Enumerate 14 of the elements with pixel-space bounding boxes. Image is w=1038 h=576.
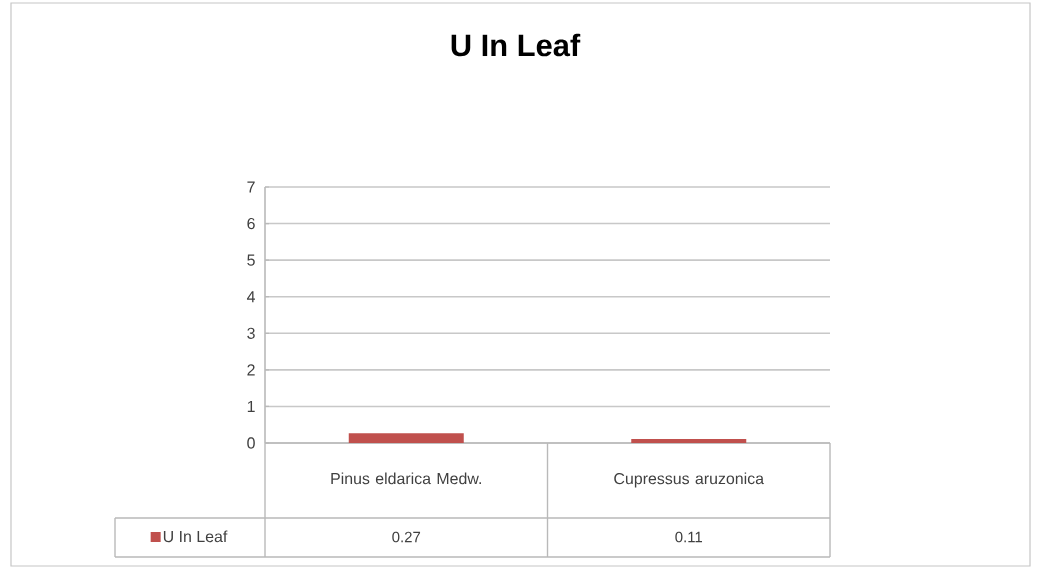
chart-title: U In Leaf	[451, 33, 581, 57]
x-tick-label: Cupressus aruzonica	[614, 472, 765, 488]
data-label: 0.11	[675, 531, 703, 543]
x-tick-label: Pinus eldarica Medw.	[331, 472, 481, 485]
y-tick-label: 1	[247, 400, 255, 412]
y-tick-label: 7	[247, 181, 255, 193]
legend-label: U In Leaf	[163, 530, 228, 543]
y-tick-label: 3	[247, 327, 255, 339]
y-tick-label: 5	[247, 254, 255, 266]
y-tick-label: 4	[246, 291, 256, 303]
y-tick-label: 6	[247, 217, 255, 230]
y-tick-label: 0	[247, 437, 255, 449]
y-tick-label: 2	[247, 364, 255, 376]
data-label: 0.27	[392, 531, 421, 543]
